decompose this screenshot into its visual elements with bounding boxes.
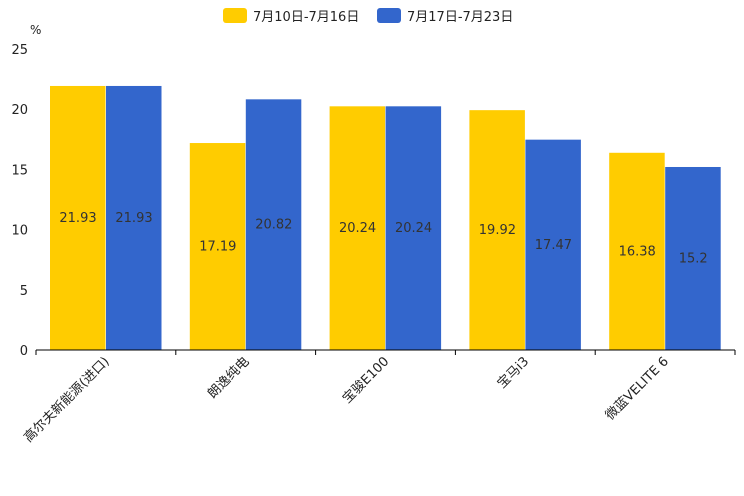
bar-1-series-1[interactable] [50,85,106,350]
value-label-2-2: 20.82 [255,218,292,233]
legend-swatch-1[interactable] [223,8,247,23]
value-label-3-1: 20.24 [339,221,376,236]
value-label-5-2: 15.2 [679,251,708,266]
y-tick-label-20: 20 [11,103,28,118]
legend-swatch-2[interactable] [377,8,401,23]
category-label-1: 高尔夫新能源(进口) [21,354,113,446]
bar-3-series-2[interactable] [385,106,442,351]
y-axis-unit-label: % [30,23,41,37]
y-tick-label-15: 15 [11,163,28,178]
category-label-3: 宝骏E100 [340,354,392,406]
value-label-1-2: 21.93 [115,211,152,226]
value-labels: 21.93 21.93 17.19 20.82 20.24 20.24 19.92 17.47… [59,211,707,267]
value-label-2-1: 17.19 [199,240,236,255]
bar-5-series-2[interactable] [665,166,721,350]
category-label-5: 微蓝VELITE 6 [603,354,672,423]
x-axis-ticks [35,350,736,355]
legend: 7月10日-7月16日 7月17日-7月23日 [223,8,513,25]
y-axis-ticks: 0 5 10 15 20 25 [11,43,28,359]
bar-4-series-1[interactable] [469,110,525,350]
y-tick-label-0: 0 [20,344,28,359]
bars [50,85,721,351]
category-labels: 高尔夫新能源(进口) 朗逸纯电 宝骏E100 宝马i3 微蓝VELITE 6 [21,354,672,446]
value-label-5-1: 16.38 [619,244,656,259]
y-tick-label-25: 25 [11,43,28,58]
value-label-4-1: 19.92 [479,223,516,238]
y-tick-label-5: 5 [20,284,28,299]
bar-3-series-1[interactable] [329,106,386,351]
category-label-4: 宝马i3 [495,354,532,391]
legend-label-1[interactable]: 7月10日-7月16日 [253,10,359,25]
legend-label-2[interactable]: 7月17日-7月23日 [407,10,513,25]
bar-2-series-1[interactable] [189,143,246,350]
bar-4-series-2[interactable] [525,139,581,350]
y-tick-label-10: 10 [11,224,28,239]
category-label-2: 朗逸纯电 [205,354,252,401]
bar-1-series-2[interactable] [106,85,162,350]
bar-2-series-2[interactable] [245,99,302,350]
value-label-4-2: 17.47 [535,238,572,253]
value-label-1-1: 21.93 [59,211,96,226]
value-label-3-2: 20.24 [395,221,432,236]
bar-5-series-1[interactable] [609,152,665,350]
